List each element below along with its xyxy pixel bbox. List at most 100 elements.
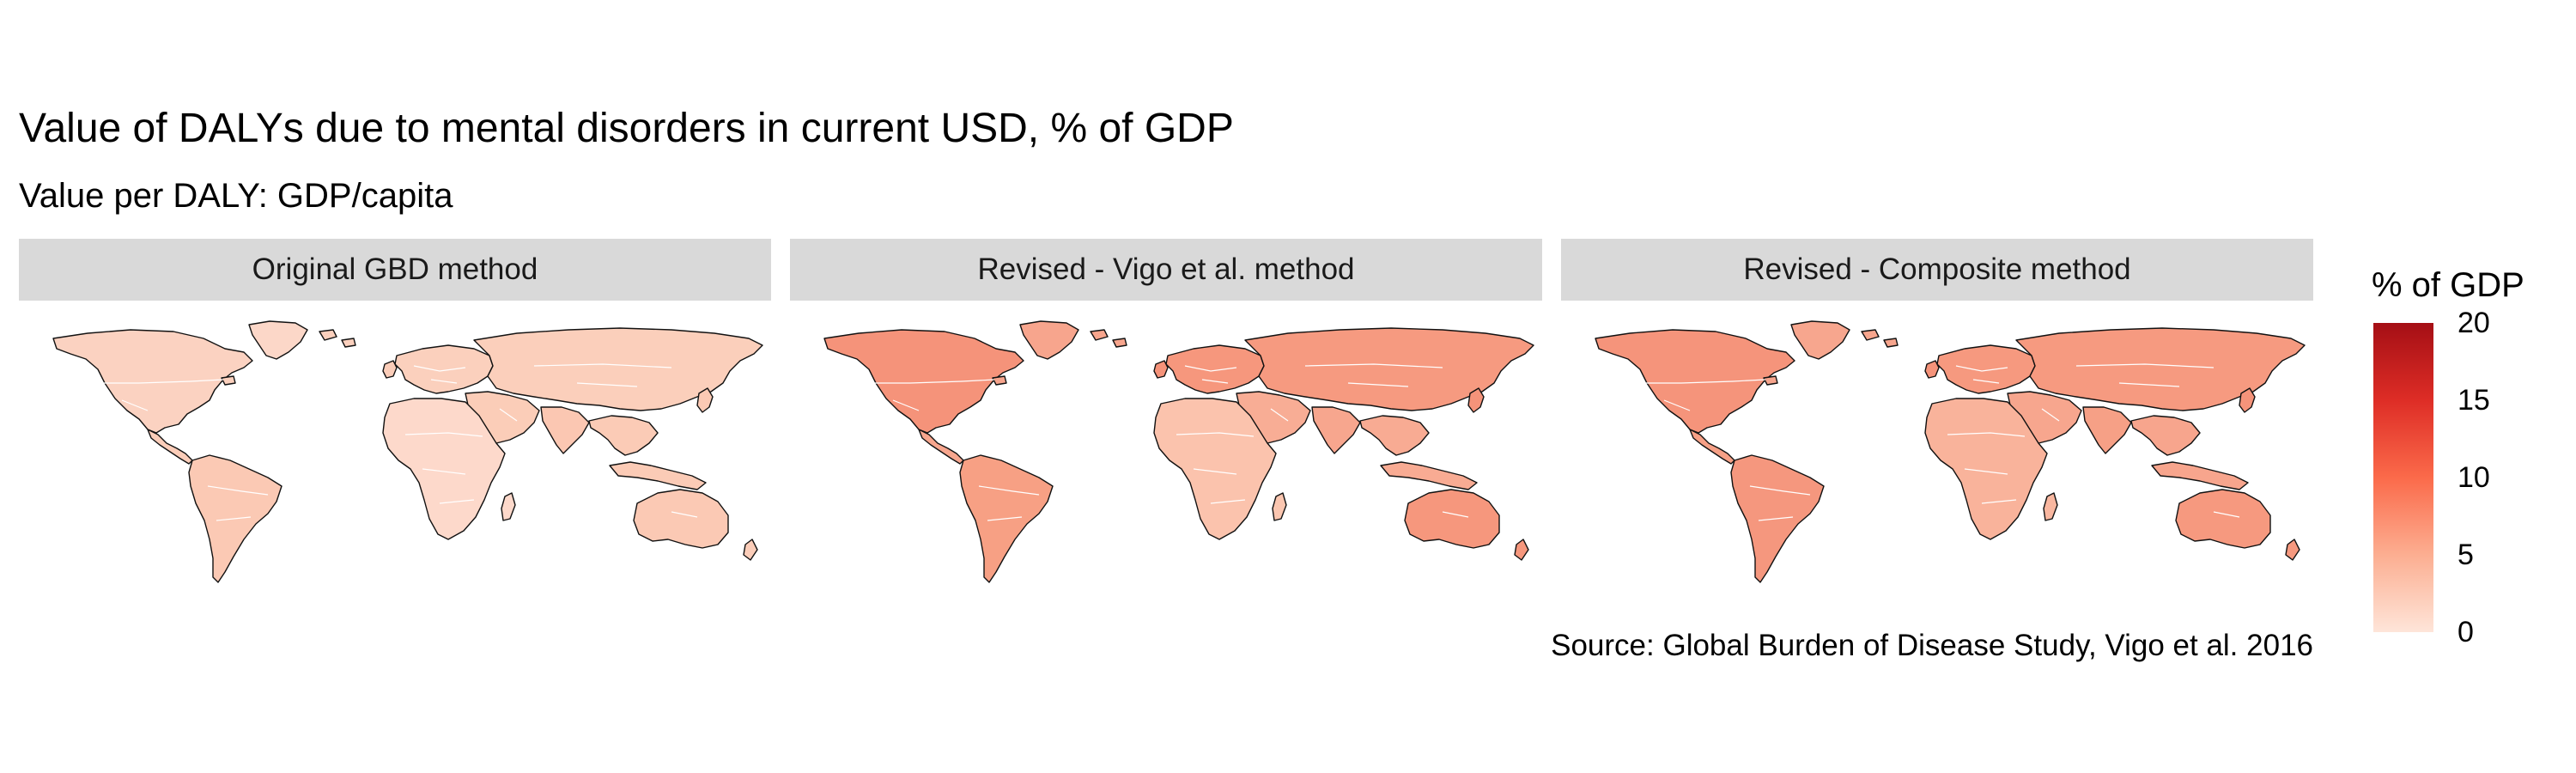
legend-tick-label: 5 [2458,539,2474,571]
country-border [1955,365,2008,372]
legend-tick-label: 10 [2458,461,2490,494]
country-border [1270,408,1289,422]
country-border [430,379,458,384]
region-central-america [147,429,193,465]
region-russia-asia [1244,327,1534,411]
region-japan [1467,387,1485,413]
legend-tick-label: 20 [2458,307,2490,339]
region-japan [2239,387,2256,413]
legend-tick-mark [2433,554,2445,556]
country-border [1947,432,2026,437]
country-border [1749,485,1811,496]
region-southeast-asia [2130,415,2201,456]
region-indonesia [1380,461,1478,490]
region-europe [394,344,494,394]
region-north-america [823,329,1024,434]
region-islands [992,329,1127,386]
region-africa [1924,398,2048,540]
country-border [892,399,920,411]
country-border [671,511,698,518]
legend-tick-mark [2433,631,2445,633]
country-border [978,485,1040,496]
region-madagascar [1272,492,1287,521]
country-border [2041,408,2060,422]
region-southeast-asia [1359,415,1430,456]
country-border [499,408,518,422]
country-border [422,468,466,475]
panel-label: Revised - Composite method [1561,239,2313,301]
region-south-asia [1311,406,1361,454]
region-uk [1924,360,1940,379]
country-border [1613,379,1766,384]
world-map-vigo [823,320,1534,583]
panel-label: Original GBD method [19,239,771,301]
world-map-original-gbd [52,320,763,583]
region-europe [1165,344,1265,394]
region-islands [1763,329,1899,386]
region-islands [221,329,356,386]
country-border [1304,363,1443,368]
country-border [1758,516,1794,521]
country-border [1184,365,1237,372]
country-border [841,379,995,384]
country-border [1176,432,1255,437]
region-greenland [1790,320,1850,360]
region-africa [382,398,506,540]
country-border [2213,511,2240,518]
country-border [1964,468,2008,475]
chart-title: Value of DALYs due to mental disorders i… [19,106,1234,151]
country-border [70,379,224,384]
legend-tick-label: 0 [2458,616,2474,648]
map-panel-original-gbd: Original GBD method [19,239,771,608]
legend-tick-mark [2433,322,2445,324]
region-greenland [248,320,308,360]
region-north-america [52,329,253,434]
region-australia [1404,489,1500,549]
chart-subtitle: Value per DALY: GDP/capita [19,177,453,215]
region-russia-asia [473,327,763,411]
legend-tick-mark [2433,477,2445,478]
region-southeast-asia [588,415,659,456]
region-indonesia [609,461,707,490]
legend-title: % of GDP [2372,266,2524,304]
country-border [1972,379,2000,384]
region-australia [2175,489,2271,549]
region-uk [1153,360,1169,379]
region-russia-asia [2015,327,2306,411]
country-border [216,516,252,521]
country-border [576,382,638,387]
region-madagascar [501,492,516,521]
country-border [2118,382,2180,387]
country-border [533,363,672,368]
country-border [1347,382,1409,387]
country-border [404,432,483,437]
country-border [1442,511,1469,518]
country-border [1663,399,1691,411]
region-europe [1936,344,2036,394]
region-south-asia [540,406,590,454]
country-border [2075,363,2215,368]
region-central-america [918,429,964,465]
region-north-america [1595,329,1795,434]
legend-tick-mark [2433,399,2445,401]
panel-label: Revised - Vigo et al. method [790,239,1542,301]
world-map-composite [1595,320,2306,583]
region-new-zealand [2285,539,2300,561]
region-australia [633,489,729,549]
region-south-asia [2082,406,2132,454]
region-central-america [1689,429,1735,465]
source-note: Source: Global Burden of Disease Study, … [1551,629,2313,662]
region-uk [382,360,398,379]
region-greenland [1019,320,1079,360]
map-panel-vigo: Revised - Vigo et al. method [790,239,1542,608]
region-africa [1153,398,1277,540]
country-border [1210,499,1246,504]
country-border [439,499,475,504]
region-madagascar [2043,492,2058,521]
country-border [1193,468,1237,475]
region-japan [696,387,714,413]
legend-colorbar [2373,323,2433,632]
country-border [1981,499,2017,504]
region-indonesia [2151,461,2249,490]
country-border [1201,379,1229,384]
